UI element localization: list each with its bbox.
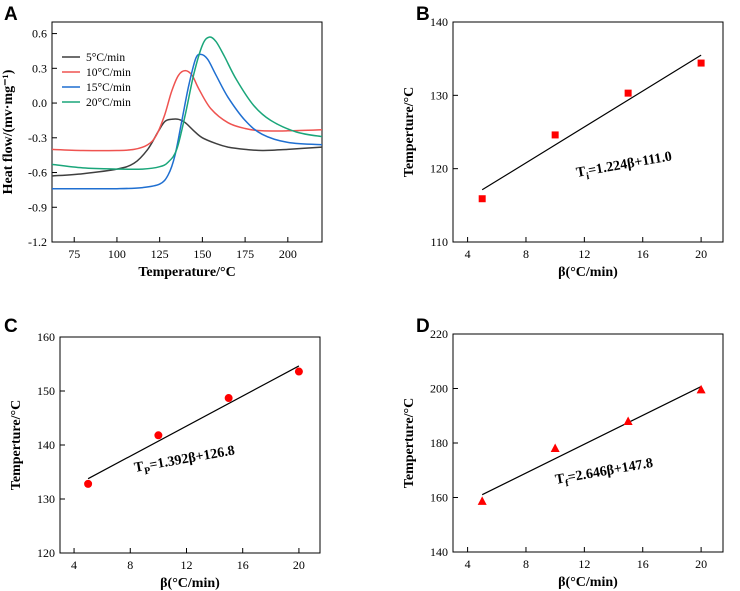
x-tick-label: 16 bbox=[637, 247, 649, 261]
y-tick-label: 140 bbox=[430, 545, 448, 559]
fit-line bbox=[481, 54, 702, 191]
x-tick-label: 125 bbox=[151, 247, 169, 261]
plot-frame bbox=[59, 336, 321, 554]
y-tick-label: 140 bbox=[430, 15, 448, 29]
y-tick-label: 180 bbox=[430, 436, 448, 450]
fit-line bbox=[87, 365, 300, 480]
y-tick-label: 200 bbox=[430, 382, 448, 396]
series-line bbox=[52, 118, 322, 177]
panel-letter: B bbox=[416, 4, 430, 25]
panel-letter: D bbox=[416, 316, 430, 337]
x-tick-label: 16 bbox=[637, 557, 649, 571]
legend-label: 5°C/min bbox=[86, 52, 125, 64]
equation-subscript: P bbox=[144, 465, 152, 477]
y-axis-title: Temperture/°C bbox=[402, 87, 417, 177]
x-tick-label: 8 bbox=[127, 558, 133, 572]
x-axis-title: Temperature/°C bbox=[138, 265, 235, 280]
series-line bbox=[52, 69, 322, 152]
x-axis-title: β(°C/min) bbox=[558, 575, 618, 590]
y-tick-label: 160 bbox=[430, 491, 448, 505]
data-point bbox=[624, 89, 632, 97]
equation-main: T bbox=[133, 459, 145, 476]
data-point bbox=[623, 416, 633, 425]
y-axis-title: Temperture/°C bbox=[9, 400, 24, 490]
x-tick-label: 20 bbox=[695, 247, 707, 261]
x-tick-label: 4 bbox=[465, 247, 471, 261]
y-tick-label: 120 bbox=[37, 546, 55, 560]
x-tick-label: 12 bbox=[578, 247, 590, 261]
x-tick-label: 8 bbox=[523, 247, 529, 261]
data-point bbox=[551, 131, 559, 139]
y-tick-label: 0.6 bbox=[32, 27, 47, 41]
x-axis-title: β(°C/min) bbox=[558, 265, 618, 280]
y-tick-label: 130 bbox=[430, 88, 448, 102]
x-tick-label: 20 bbox=[293, 558, 305, 572]
y-tick-label: 150 bbox=[37, 384, 55, 398]
x-tick-label: 75 bbox=[68, 247, 80, 261]
y-tick-label: 160 bbox=[37, 330, 55, 344]
panel-letter: A bbox=[4, 4, 18, 25]
equation-subscript: f bbox=[565, 478, 571, 490]
x-tick-label: 20 bbox=[695, 557, 707, 571]
panel-d: 4 8 12 16 20 140 160 180 200 220 β(°C/min) Tempertu… bbox=[402, 316, 724, 590]
y-tick-label: 220 bbox=[430, 327, 448, 341]
data-point bbox=[478, 195, 486, 203]
data-point bbox=[154, 431, 163, 440]
x-tick-label: 4 bbox=[465, 557, 471, 571]
equation-rest: =2.646β+147.8 bbox=[567, 456, 655, 486]
fit-equation: TP=1.392β+126.8 bbox=[133, 443, 236, 478]
plot-frame bbox=[452, 21, 724, 243]
x-axis-title: β(°C/min) bbox=[160, 576, 220, 591]
equation-subscript: i bbox=[586, 171, 591, 182]
fit-equation: Tf=2.646β+147.8 bbox=[554, 456, 655, 491]
series-line bbox=[52, 36, 322, 171]
y-tick-label: 0.3 bbox=[32, 61, 47, 75]
data-point bbox=[84, 479, 93, 488]
x-tick-label: 200 bbox=[279, 247, 297, 261]
x-tick-label: 8 bbox=[523, 557, 529, 571]
x-tick-label: 12 bbox=[578, 557, 590, 571]
equation-main: T bbox=[575, 164, 587, 181]
x-tick-label: 150 bbox=[193, 247, 211, 261]
equation-rest: =1.392β+126.8 bbox=[148, 443, 236, 473]
equation-rest: =1.224β+111.0 bbox=[587, 149, 673, 178]
data-point bbox=[224, 394, 233, 403]
data-point bbox=[696, 384, 706, 394]
y-tick-label: -0.9 bbox=[28, 200, 47, 214]
y-tick-label: -0.6 bbox=[28, 166, 47, 180]
x-tick-label: 4 bbox=[71, 558, 77, 572]
equation-main: T bbox=[554, 471, 566, 488]
x-tick-label: 16 bbox=[237, 558, 249, 572]
y-tick-label: 0.0 bbox=[32, 96, 47, 110]
y-axis-title: Heat flow/(mv·mg⁻¹) bbox=[1, 69, 16, 194]
y-tick-label: -1.2 bbox=[28, 235, 47, 249]
y-tick-label: -0.3 bbox=[28, 131, 47, 145]
panel-c: 4 8 12 16 20 120 130 140 150 160 β(°C/min) Tempertu… bbox=[4, 316, 321, 591]
fit-equation: Ti=1.224β+111.0 bbox=[575, 149, 674, 184]
y-tick-label: 110 bbox=[430, 235, 448, 249]
data-point bbox=[477, 496, 487, 505]
plot-frame bbox=[51, 21, 323, 243]
y-tick-label: 140 bbox=[37, 438, 55, 452]
data-point bbox=[294, 367, 303, 376]
x-tick-label: 175 bbox=[236, 247, 254, 261]
panel-a: 75 100 125 150 175 200 -1.2 -0.9 -0.6 -0.3 0.0 0.3 0… bbox=[1, 4, 323, 280]
y-tick-label: 120 bbox=[430, 162, 448, 176]
data-point bbox=[550, 443, 560, 452]
legend-label: 10°C/min bbox=[86, 67, 131, 79]
data-point bbox=[697, 59, 705, 67]
y-tick-label: 130 bbox=[37, 492, 55, 506]
legend-label: 15°C/min bbox=[86, 82, 131, 94]
series-group bbox=[52, 36, 322, 190]
panel-letter: C bbox=[4, 316, 18, 337]
series-line bbox=[52, 53, 322, 190]
legend-label: 20°C/min bbox=[86, 97, 131, 109]
x-tick-label: 100 bbox=[108, 247, 126, 261]
panel-b: 4 8 12 16 20 110 120 130 140 β(°C/min) Temperture/… bbox=[402, 4, 724, 280]
y-axis-title: Temperture/°C bbox=[402, 398, 417, 488]
fit-line bbox=[481, 386, 702, 496]
x-tick-label: 12 bbox=[180, 558, 192, 572]
